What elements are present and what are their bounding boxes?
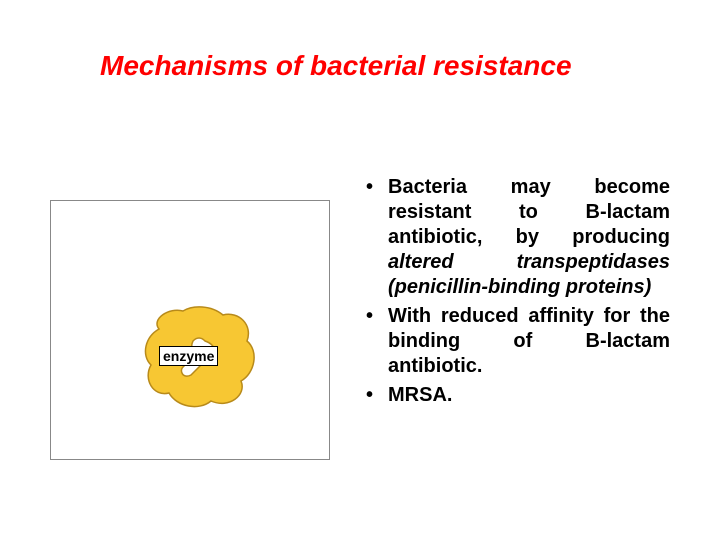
bullet-text-em: altered transpeptidases (penicillin-bind… [388, 251, 670, 298]
list-item: Bacteria may become resistant to B-lacta… [360, 175, 670, 300]
bullet-list: Bacteria may become resistant to B-lacta… [360, 175, 670, 408]
enzyme-image-box: enzyme [50, 200, 330, 460]
bullet-text-pre: With reduced affinity for the binding of… [388, 305, 670, 377]
list-item: MRSA. [360, 383, 670, 408]
enzyme-label: enzyme [159, 346, 218, 366]
list-item: With reduced affinity for the binding of… [360, 304, 670, 379]
page-title: Mechanisms of bacterial resistance [100, 50, 660, 82]
bullet-text-pre: MRSA. [388, 384, 452, 406]
bullet-text-pre: Bacteria may become resistant to B-lacta… [388, 176, 670, 248]
content-area: Bacteria may become resistant to B-lacta… [360, 175, 670, 412]
